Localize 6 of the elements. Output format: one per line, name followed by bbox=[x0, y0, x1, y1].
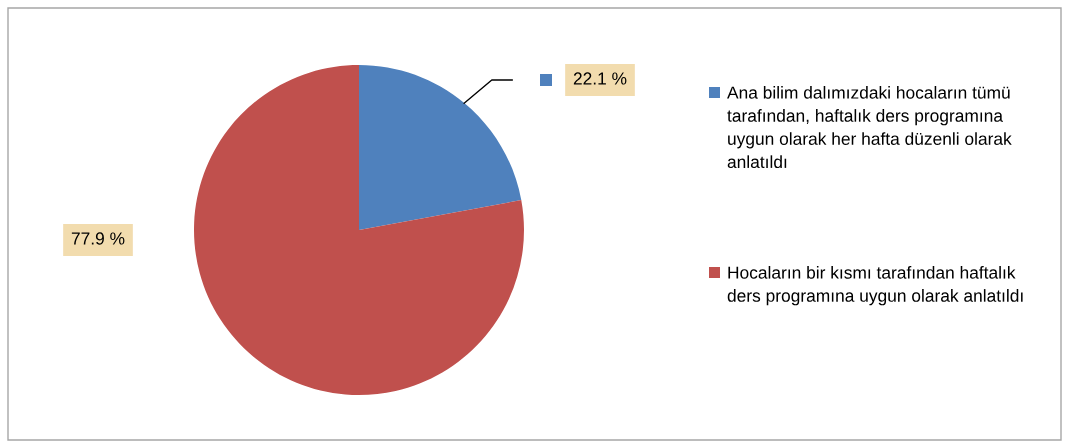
pie-slice bbox=[359, 65, 522, 230]
pie-slice bbox=[194, 65, 524, 395]
data-label: 22.1 % bbox=[573, 72, 627, 85]
data-label: 77.9 % bbox=[71, 232, 125, 245]
legend-label: Hocaların bir kısmı tarafından haftalık ders programına uygun olarak anlatıldı bbox=[727, 266, 1023, 306]
legend-label: Ana bilim dalımızdaki hocaların tümü tarafından, haftalık ders programına uygun olarak her hafta düzenli olarak anlatıldı bbox=[727, 86, 1012, 169]
